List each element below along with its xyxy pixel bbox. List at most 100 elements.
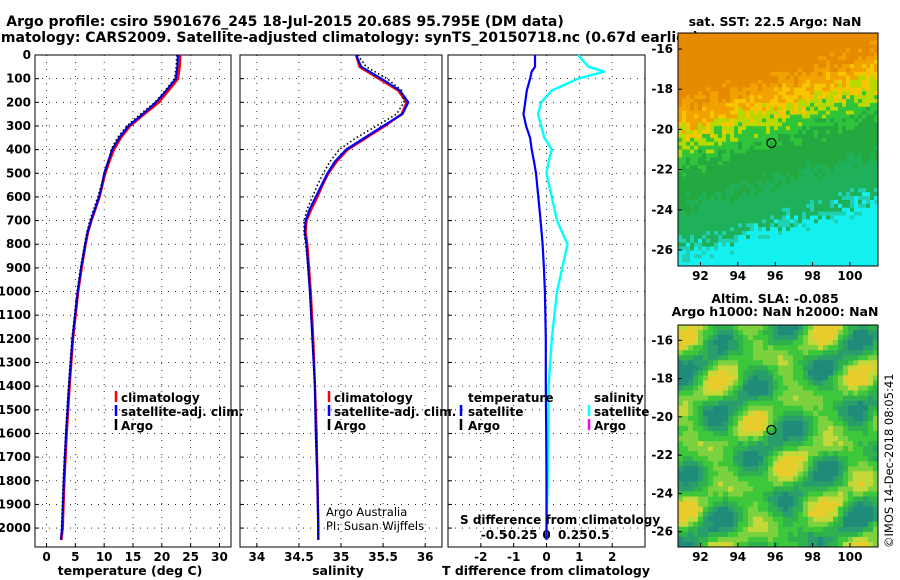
sst-cell <box>714 44 719 49</box>
sla-cell <box>748 425 754 432</box>
sst-cell <box>778 176 783 181</box>
sst-cell <box>682 106 687 112</box>
sla-cell <box>723 481 729 487</box>
sst-cell <box>714 75 719 80</box>
sla-cell <box>768 340 774 346</box>
sst-cell <box>686 102 691 108</box>
sst-cell <box>758 149 763 154</box>
sst-cell <box>866 184 871 189</box>
sst-cell <box>822 227 827 232</box>
sla-cell <box>703 380 709 386</box>
sla-cell <box>858 325 864 331</box>
sla-cell <box>768 355 774 361</box>
sst-cell <box>874 258 879 263</box>
sst-cell <box>826 168 831 174</box>
sla-cell <box>768 415 774 422</box>
sst-cell <box>794 234 799 240</box>
sst-cell <box>718 234 723 240</box>
sst-cell <box>706 227 711 232</box>
sst-cell <box>726 219 731 224</box>
sst-cell <box>718 250 723 255</box>
sst-cell <box>738 52 743 57</box>
sla-cell <box>838 441 844 447</box>
sst-cell <box>838 102 843 108</box>
sla-cell <box>723 526 729 533</box>
sst-cell <box>790 168 795 174</box>
sst-cell <box>746 215 751 220</box>
sst-cell <box>830 145 835 150</box>
sst-cell <box>870 91 875 96</box>
sst-cell <box>686 114 691 119</box>
sla-cell <box>763 436 769 442</box>
sla-cell <box>678 526 684 533</box>
sla-cell <box>738 350 744 356</box>
sla-cell <box>823 446 829 452</box>
sst-cell <box>834 133 839 139</box>
sla-cell <box>718 481 724 487</box>
sst-cell <box>858 106 863 112</box>
sla-cell <box>808 451 814 457</box>
sst-cell <box>750 75 755 80</box>
sst-cell <box>698 83 703 88</box>
sst-cell <box>770 102 775 108</box>
sst-cell <box>774 75 779 80</box>
sla-cell <box>693 430 699 437</box>
sla-cell <box>833 486 839 492</box>
sst-cell <box>762 67 767 73</box>
sst-cell <box>758 207 763 213</box>
sst-cell <box>862 188 867 193</box>
sst-cell <box>874 33 879 38</box>
sst-cell <box>858 122 863 127</box>
sst-cell <box>802 99 807 104</box>
sla-cell <box>748 335 754 341</box>
sst-cell <box>698 207 703 213</box>
sst-cell <box>782 165 787 170</box>
sst-cell <box>750 91 755 96</box>
sla-cell <box>748 481 754 487</box>
sst-cell <box>762 87 767 92</box>
sst-cell <box>846 64 851 69</box>
sst-cell <box>694 137 699 143</box>
sst-cell <box>714 64 719 69</box>
sla-cell <box>758 360 764 366</box>
sst-cell <box>770 203 775 209</box>
sla-cell <box>723 355 729 361</box>
sst-cell <box>686 145 691 150</box>
sst-cell <box>858 196 863 201</box>
sst-cell <box>726 188 731 193</box>
x-tick-label: 10 <box>96 550 113 564</box>
sla-cell <box>863 335 869 341</box>
sst-cell <box>766 141 771 147</box>
sst-cell <box>826 199 831 205</box>
sst-cell <box>786 145 791 150</box>
sla-cell <box>733 511 739 518</box>
s-tick-label: -0.25 <box>503 528 538 542</box>
sst-cell <box>694 262 699 267</box>
y-tick-label: 1700 <box>0 450 31 464</box>
sst-cell <box>834 118 839 123</box>
sst-cell <box>730 102 735 108</box>
sst-cell <box>834 110 839 115</box>
sst-cell <box>766 180 771 185</box>
sla-cell <box>778 390 784 397</box>
sla-cell <box>778 486 784 492</box>
sst-cell <box>786 231 791 236</box>
sla-cell <box>863 456 869 462</box>
sst-cell <box>770 114 775 119</box>
sst-cell <box>678 126 683 131</box>
sla-cell <box>828 466 834 472</box>
sla-cell <box>818 521 824 528</box>
sla-cell <box>718 335 724 341</box>
sla-cell <box>703 385 709 391</box>
sst-cell <box>694 60 699 65</box>
sla-cell <box>873 501 879 508</box>
sst-cell <box>770 157 775 162</box>
sst-cell <box>874 75 879 80</box>
sla-cell <box>683 476 689 482</box>
sst-cell <box>842 133 847 139</box>
sla-cell <box>833 365 839 371</box>
sst-cell <box>778 180 783 185</box>
sst-cell <box>718 126 723 131</box>
sla-cell <box>678 441 684 447</box>
sst-cell <box>838 145 843 150</box>
